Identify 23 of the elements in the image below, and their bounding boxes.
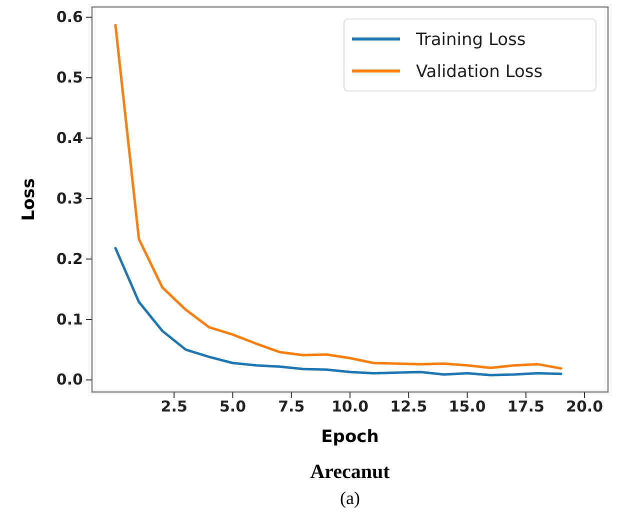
x-tick-label: 7.5	[278, 398, 305, 416]
x-tick-label: 20.0	[566, 398, 604, 416]
x-tick-label: 10.0	[331, 398, 369, 416]
x-tick-label: 5.0	[219, 398, 246, 416]
y-tick-label: 0.1	[56, 310, 83, 328]
y-tick-label: 0.3	[56, 189, 83, 208]
text: (a)	[340, 488, 360, 508]
x-tick-label: 15.0	[448, 398, 486, 416]
x-tick-label: 12.5	[390, 398, 428, 416]
legend-label: Validation Loss	[416, 62, 543, 82]
y-tick-label: 0.0	[56, 370, 83, 389]
legend-label: Training Loss	[415, 30, 526, 50]
text: Arecanut	[310, 461, 390, 483]
y-tick-label: 0.5	[56, 68, 83, 87]
y-tick-label: 0.4	[56, 128, 83, 147]
y-tick-label: 0.2	[56, 250, 83, 268]
y-tick-label: 0.6	[56, 8, 83, 26]
x-tick-label: 17.5	[507, 398, 544, 416]
x-tick-label: 2.5	[160, 398, 188, 416]
line-series	[114, 246, 562, 376]
x-axis-title: Epoch	[321, 427, 379, 447]
y-axis-title: Loss	[19, 178, 39, 221]
line-series	[114, 24, 562, 370]
